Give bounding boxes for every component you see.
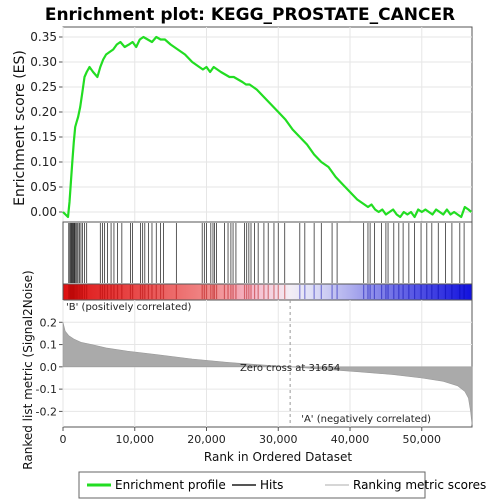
- es-ytick-label: 0.25: [30, 80, 57, 94]
- positive-correlation-label: 'B' (positively correlated): [66, 302, 191, 313]
- es-ytick-label: 0.15: [30, 130, 57, 144]
- ranking-metric-area: [62, 322, 473, 425]
- correlation-color-band: [62, 283, 473, 301]
- rank-ytick-label: 0.2: [40, 316, 58, 329]
- legend-label: Ranking metric scores: [353, 478, 486, 492]
- es-plot-frame: [62, 26, 473, 223]
- x-tick-label: 10,000: [116, 433, 155, 446]
- hits-panel: [62, 221, 473, 301]
- x-axis-label: Rank in Ordered Dataset: [204, 450, 352, 464]
- negative-correlation-label: 'A' (negatively correlated): [301, 414, 431, 425]
- es-ytick-label: 0.05: [30, 180, 57, 194]
- x-tick-label: 30,000: [259, 433, 298, 446]
- es-ytick-label: 0.35: [30, 30, 57, 44]
- rank-ytick-label: -0.1: [36, 383, 57, 396]
- legend: Enrichment profile Hits Ranking metric sco…: [78, 471, 486, 499]
- es-ytick-label: 0.00: [30, 205, 57, 219]
- x-tick-label: 50,000: [403, 433, 442, 446]
- es-ytick-label: 0.10: [30, 155, 57, 169]
- ranking-panel: 0.2 0.1 0.0 -0.1 -0.2 Zero cross at 31654 'B' …: [36, 299, 473, 446]
- es-ytick-label: 0.30: [30, 55, 57, 69]
- es-panel: 0.00 0.05 0.10 0.15 0.20 0.25 0.30 0.35: [30, 26, 473, 223]
- rank-ytick-label: 0.0: [40, 361, 58, 374]
- legend-label: Enrichment profile: [115, 478, 226, 492]
- legend-label: Hits: [260, 478, 283, 492]
- rank-ytick-label: 0.1: [40, 339, 58, 352]
- x-tick-label: 20,000: [187, 433, 226, 446]
- es-ylabel: Enrichment score (ES): [12, 50, 28, 206]
- x-tick-label: 40,000: [331, 433, 370, 446]
- chart-title: Enrichment plot: KEGG_PROSTATE_CANCER: [45, 5, 455, 25]
- zero-cross-label: Zero cross at 31654: [240, 363, 340, 374]
- rank-ytick-label: -0.2: [36, 405, 57, 418]
- ranking-ylabel: Ranked list metric (Signal2Noise): [21, 270, 35, 469]
- hits-frame: [62, 221, 473, 285]
- x-tick-label: 0: [60, 433, 67, 446]
- es-ytick-label: 0.20: [30, 105, 57, 119]
- enrichment-profile-line: [62, 35, 473, 219]
